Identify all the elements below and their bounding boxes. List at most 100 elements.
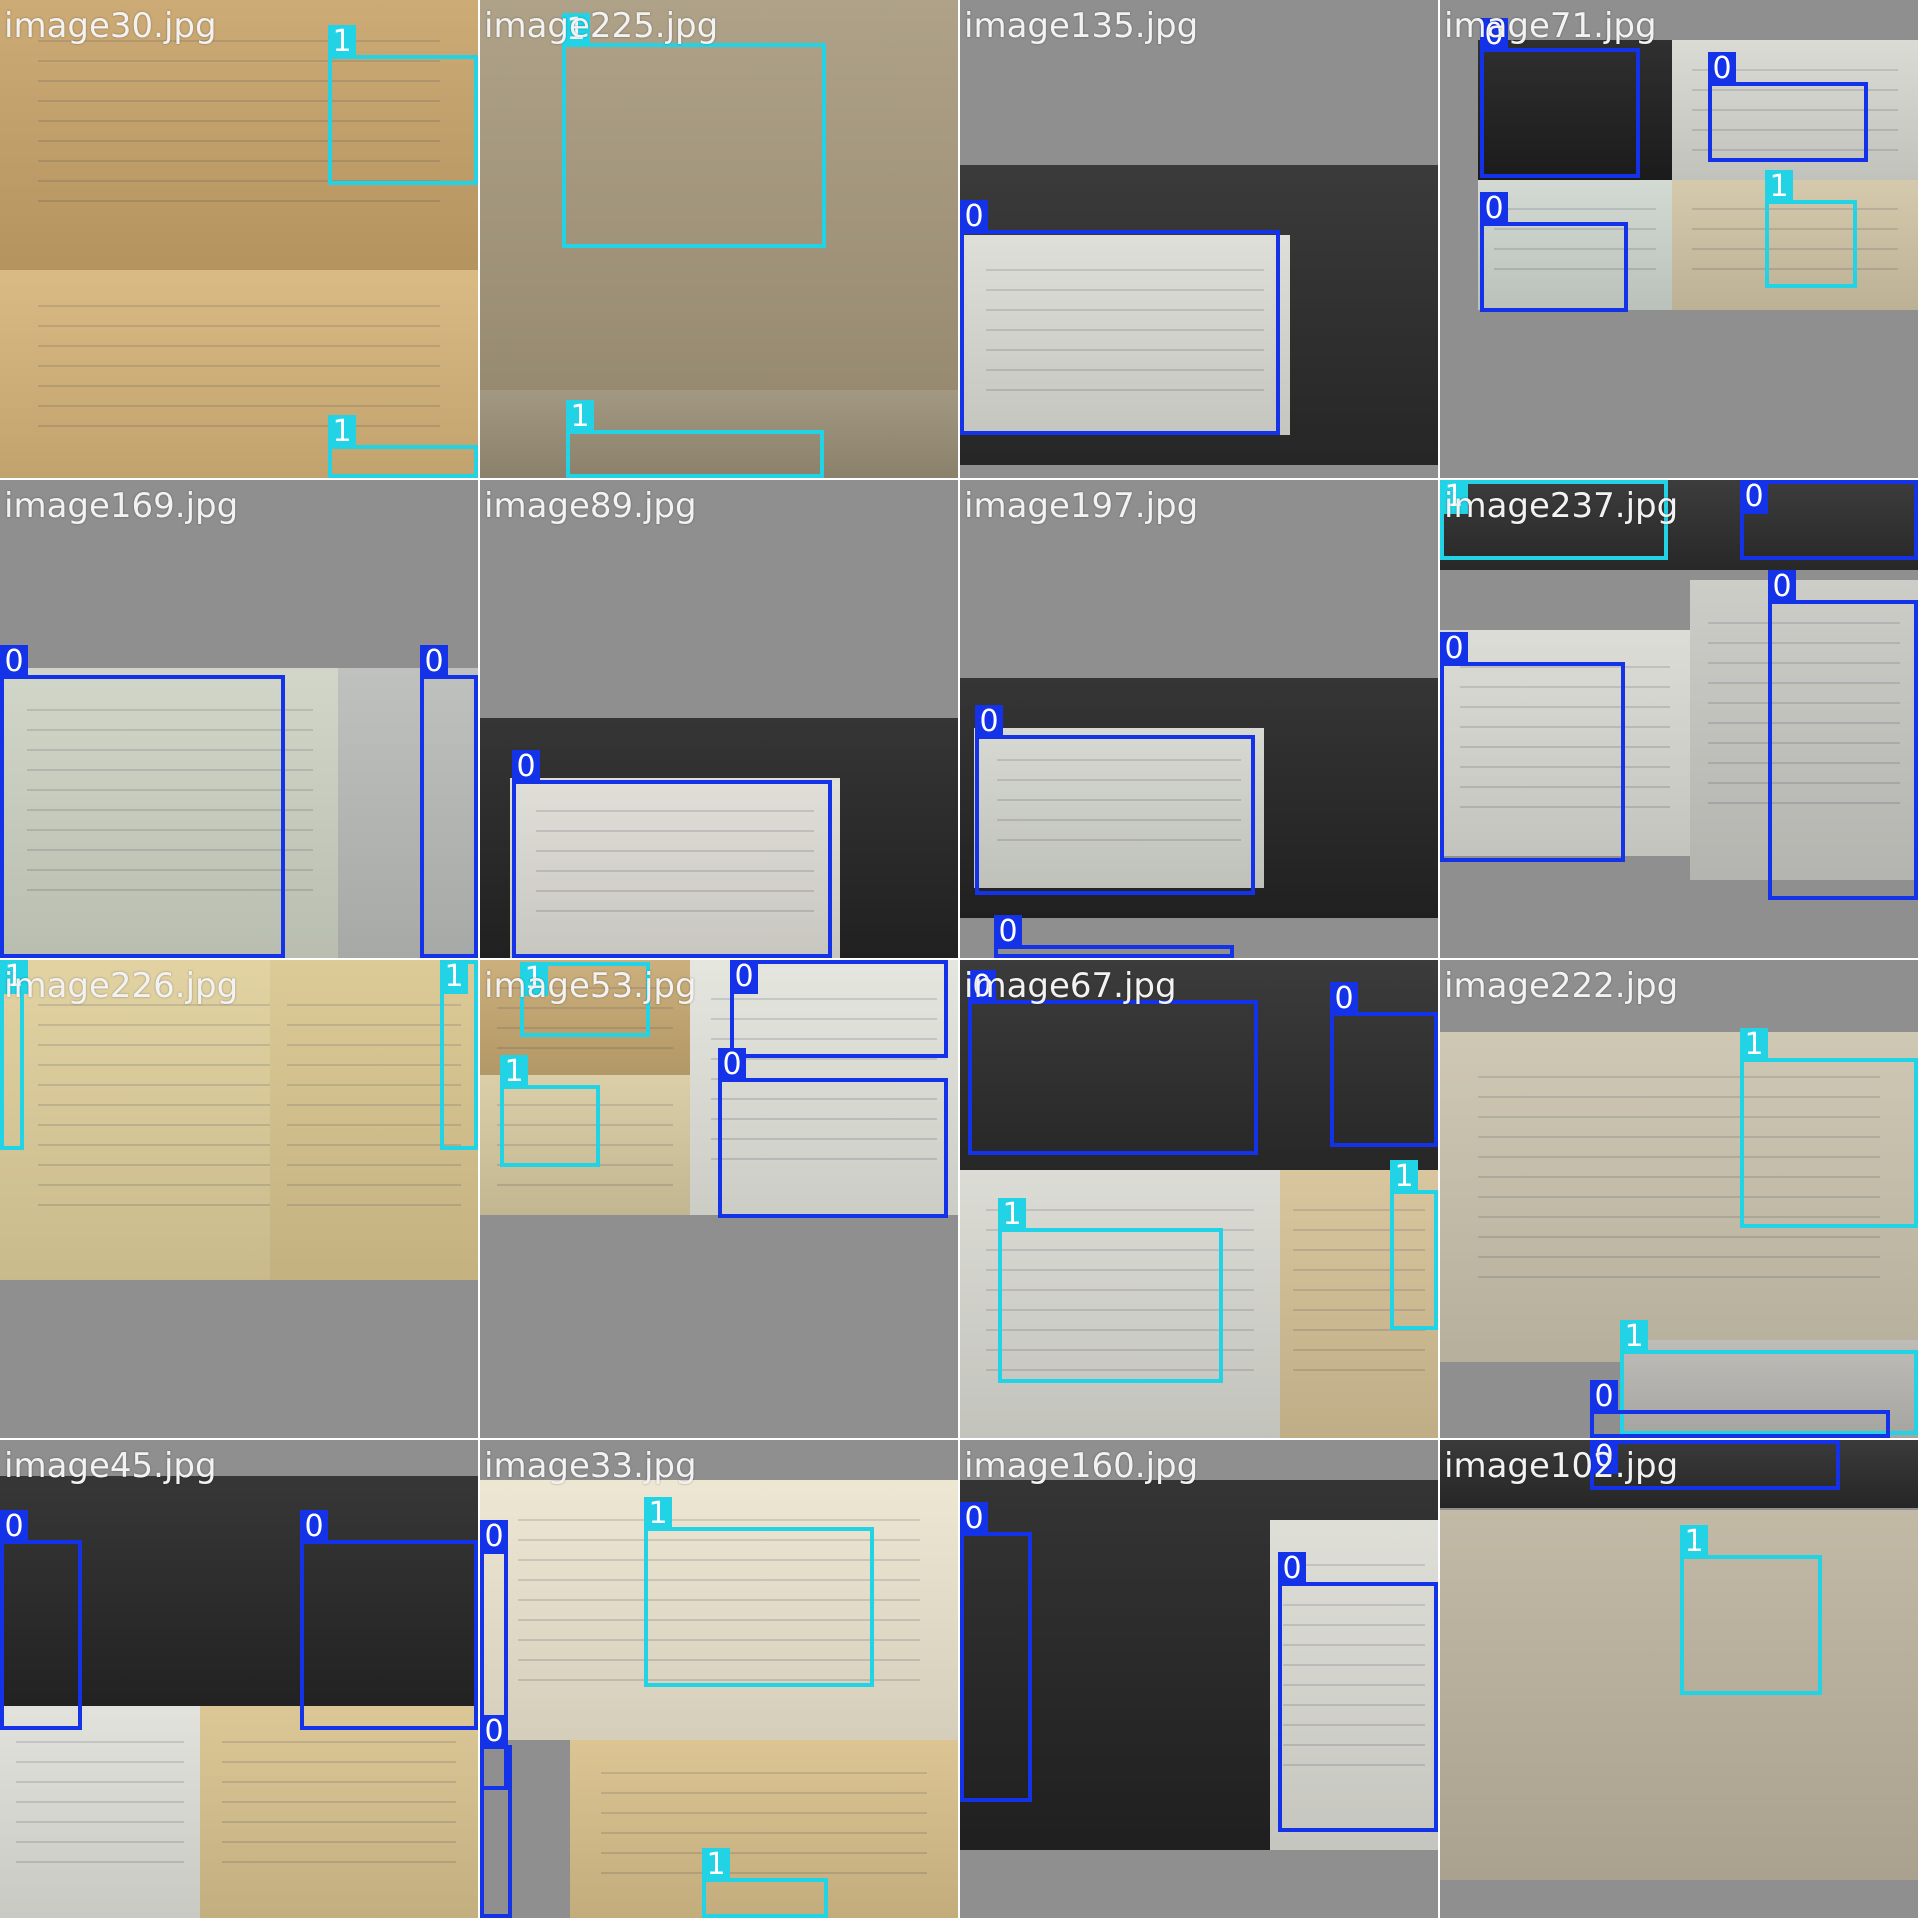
photo-crop — [0, 1706, 200, 1918]
bounding-box-label: 0 — [1590, 1440, 1618, 1474]
bounding-box-label: 1 — [566, 400, 594, 434]
bounding-box-label: 1 — [520, 962, 548, 996]
bounding-box-class-0: 0 — [512, 750, 832, 958]
bounding-box-label: 0 — [1708, 52, 1736, 86]
photo-crop — [1672, 40, 1918, 180]
mosaic-tile: 0 image89.jpg — [480, 480, 958, 958]
bounding-box-class-1: 1 — [1765, 170, 1857, 288]
photo-crop — [1620, 1340, 1918, 1438]
bounding-box-class-0: 0 — [960, 1502, 1032, 1802]
photo-crop — [480, 0, 958, 390]
tile-filename: image197.jpg — [964, 486, 1199, 526]
photo-crop — [960, 235, 1290, 435]
mosaic-tile: 0 0 image160.jpg — [960, 1440, 1438, 1918]
bounding-box-label: 0 — [1480, 192, 1508, 226]
tile-filename: image45.jpg — [4, 1446, 217, 1486]
photo-crop — [480, 390, 958, 478]
bounding-box-class-0: 0 — [968, 970, 1258, 1155]
bounding-box-label: 1 — [1620, 1320, 1648, 1354]
mosaic-tile: 0 1 image102.jpg — [1440, 1440, 1918, 1918]
bounding-box-class-1: 1 — [562, 13, 826, 248]
bounding-box-class-1: 1 — [440, 960, 478, 1150]
bounding-box-label: 0 — [480, 1520, 508, 1554]
mosaic-tile: 0 0 image45.jpg — [0, 1440, 478, 1918]
bounding-box-class-0: 0 — [1768, 570, 1918, 900]
bounding-box-class-0: 0 — [730, 960, 948, 1058]
bounding-box-label: 1 — [500, 1055, 528, 1089]
photo-crop — [0, 270, 478, 478]
bounding-box-label: 1 — [1740, 1028, 1768, 1062]
bounding-box-class-1: 1 — [500, 1055, 600, 1167]
bounding-box-label: 0 — [730, 960, 758, 994]
bounding-box-class-0: 0 — [480, 1715, 512, 1918]
bounding-box-label: 0 — [975, 705, 1003, 739]
mosaic-tile: 0 0 image197.jpg — [960, 480, 1438, 958]
bounding-box-label: 1 — [1680, 1525, 1708, 1559]
photo-crop — [1440, 1510, 1918, 1880]
bounding-box-class-0: 0 — [1590, 1380, 1890, 1438]
bounding-box-class-0: 0 — [1590, 1440, 1840, 1490]
bounding-box-label: 0 — [420, 645, 448, 679]
bounding-box-class-0: 0 — [0, 645, 285, 958]
photo-crop — [1478, 180, 1672, 310]
mosaic-tile: 0 0 0 1 image71.jpg — [1440, 0, 1918, 478]
bounding-box-class-0: 0 — [1440, 632, 1625, 862]
bounding-box-label: 0 — [480, 1715, 508, 1749]
bounding-box-class-0: 0 — [0, 1510, 82, 1730]
bounding-box-label: 0 — [512, 750, 540, 784]
bounding-box-class-1: 1 — [1740, 1028, 1918, 1228]
whiteboard-texture — [222, 1722, 456, 1876]
mosaic-tile: 1 1 image225.jpg — [480, 0, 958, 478]
whiteboard-texture — [16, 1722, 184, 1876]
bounding-box-label: 0 — [718, 1048, 746, 1082]
photo-crop — [960, 960, 1438, 1170]
bounding-box-label: 0 — [300, 1510, 328, 1544]
mosaic-tile: 0 1 0 1 image33.jpg — [480, 1440, 958, 1918]
bounding-box-class-1: 1 — [328, 25, 478, 185]
photo-crop — [200, 1706, 478, 1918]
bounding-box-label: 1 — [1390, 1160, 1418, 1194]
bounding-box-label: 0 — [960, 1502, 988, 1536]
tile-filename: image53.jpg — [484, 966, 697, 1006]
bounding-box-class-0: 0 — [1480, 192, 1628, 312]
photo-crop — [1690, 580, 1918, 880]
photo-crop — [510, 778, 840, 958]
bounding-box-label: 0 — [994, 915, 1022, 949]
bounding-box-label: 1 — [702, 1848, 730, 1882]
tile-filename: image169.jpg — [4, 486, 239, 526]
photo-crop — [1440, 1032, 1918, 1362]
bounding-box-class-0: 0 — [300, 1510, 478, 1730]
mosaic-tile: 1 1 image30.jpg — [0, 0, 478, 478]
bounding-box-class-1: 1 — [1440, 480, 1668, 560]
photo-crop — [0, 0, 478, 270]
bounding-box-label: 1 — [440, 960, 468, 994]
bounding-box-class-0: 0 — [1740, 480, 1918, 560]
tile-filename: image89.jpg — [484, 486, 697, 526]
whiteboard-texture — [601, 1754, 927, 1883]
bounding-box-class-1: 1 — [566, 400, 824, 478]
photo-crop — [570, 1740, 958, 1918]
bounding-box-label: 0 — [960, 200, 988, 234]
bounding-box-label: 1 — [328, 415, 356, 449]
bounding-box-label: 0 — [1480, 18, 1508, 52]
bounding-box-label: 0 — [1440, 632, 1468, 666]
bounding-box-class-1: 1 — [644, 1497, 874, 1687]
photo-crop — [480, 1075, 690, 1215]
bounding-box-label: 0 — [0, 1510, 28, 1544]
bounding-box-label: 1 — [562, 13, 590, 47]
photo-crop — [1440, 480, 1918, 570]
bounding-box-label: 0 — [0, 645, 28, 679]
bounding-box-label: 0 — [968, 970, 996, 1004]
tile-filename: image160.jpg — [964, 1446, 1199, 1486]
mosaic-tile: 0 0 1 1 image67.jpg — [960, 960, 1438, 1438]
photo-crop — [974, 728, 1264, 888]
whiteboard-texture — [38, 286, 440, 437]
photo-crop — [1280, 1170, 1438, 1438]
bounding-box-class-0: 0 — [718, 1048, 948, 1218]
bounding-box-class-1: 1 — [702, 1848, 828, 1918]
tile-filename: image226.jpg — [4, 966, 239, 1006]
bounding-box-class-0: 0 — [1330, 982, 1438, 1147]
photo-crop — [480, 1480, 958, 1740]
mosaic-tile: 1 0 1 0 image53.jpg — [480, 960, 958, 1438]
